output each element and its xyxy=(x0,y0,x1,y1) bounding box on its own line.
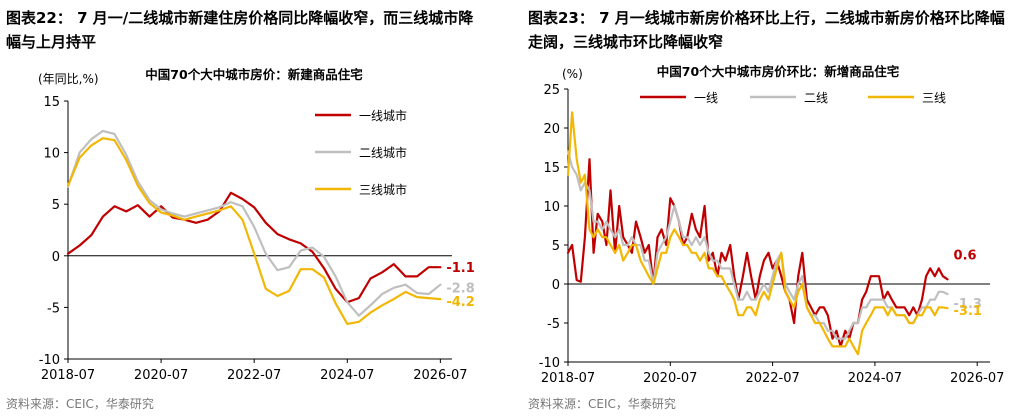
figure-title-line1: 图表22： 7 月一/二线城市新建住房价格同比降幅收窄，而三线城市降 xyxy=(6,9,474,27)
y-tick-label: 15 xyxy=(43,95,60,110)
figure-title-line2: 幅与上月持平 xyxy=(6,33,97,51)
end-value-label: -4.2 xyxy=(446,295,474,310)
end-value-label: -1.3 xyxy=(954,297,982,312)
x-tick-label: 2024-07 xyxy=(320,368,374,383)
legend-label: 一线 xyxy=(694,91,718,105)
figure-title-right: 图表23： 7 月一线城市新房价格环比上行，二线城市新房价格环比降幅 走阔，三线城… xyxy=(528,6,1005,54)
end-value-label: 0.6 xyxy=(954,248,977,263)
x-tick-label: 2018-07 xyxy=(41,368,95,383)
figure-title-line2: 走阔，三线城市环比降幅收窄 xyxy=(528,33,724,51)
series-line-2 xyxy=(566,150,949,340)
figure-title-line1: 图表23： 7 月一线城市新房价格环比上行，二线城市新房价格环比降幅 xyxy=(528,9,1005,27)
figure-left: 图表22： 7 月一/二线城市新建住房价格同比降幅收窄，而三线城市降 幅与上月持平… xyxy=(0,0,512,416)
series-line-3 xyxy=(66,137,442,325)
y-tick-label: 0 xyxy=(552,278,560,293)
x-tick-label: 2024-07 xyxy=(848,371,902,386)
end-value-label: -3.1 xyxy=(954,304,982,319)
x-tick-label: 2022-07 xyxy=(745,371,799,386)
legend-label: 一线城市 xyxy=(359,108,407,123)
chart-title: 中国70个大中城市房价环比：新增商品住宅 xyxy=(657,64,900,79)
y-axis-label: (年同比,%) xyxy=(38,72,99,86)
legend-label: 三线城市 xyxy=(359,182,407,197)
chart-right: 中国70个大中城市房价环比：新增商品住宅(%)2520151050-5-1020… xyxy=(539,64,1005,386)
x-tick-label: 2020-07 xyxy=(134,368,188,383)
legend-label: 三线 xyxy=(922,91,946,105)
x-tick-label: 2026-07 xyxy=(413,368,467,383)
figure-right: 图表23： 7 月一线城市新房价格环比上行，二线城市新房价格环比降幅 走阔，三线城… xyxy=(522,0,1031,416)
source-note-left: 资料来源：CEIC，华泰研究 xyxy=(6,397,154,411)
x-tick-label: 2020-07 xyxy=(643,371,697,386)
y-tick-label: 0 xyxy=(52,250,60,265)
y-tick-label: -5 xyxy=(47,301,60,316)
y-tick-label: 10 xyxy=(543,200,560,215)
legend-label: 二线城市 xyxy=(359,145,407,160)
figure-title-left: 图表22： 7 月一/二线城市新建住房价格同比降幅收窄，而三线城市降 幅与上月持平 xyxy=(6,6,473,54)
y-axis-label: (%) xyxy=(562,67,583,81)
chart-title: 中国70个大中城市房价：新建商品住宅 xyxy=(145,67,363,82)
y-tick-label: 20 xyxy=(543,122,560,137)
y-tick-label: -10 xyxy=(539,356,560,371)
y-tick-label: -10 xyxy=(39,353,60,368)
y-tick-label: 10 xyxy=(43,147,60,162)
y-tick-label: 5 xyxy=(552,239,560,254)
x-tick-label: 2022-07 xyxy=(227,368,281,383)
source-note-right: 资料来源：CEIC，华泰研究 xyxy=(528,397,676,411)
series-line-2 xyxy=(66,129,442,317)
y-tick-label: 15 xyxy=(543,161,560,176)
series-line-3 xyxy=(566,111,949,356)
y-tick-label: -5 xyxy=(547,317,560,332)
x-tick-label: 2026-07 xyxy=(950,371,1004,386)
legend-label: 二线 xyxy=(804,91,828,105)
y-tick-label: 25 xyxy=(543,83,560,98)
x-tick-label: 2018-07 xyxy=(541,371,595,386)
y-tick-label: 5 xyxy=(52,198,60,213)
end-value-label: -2.8 xyxy=(446,282,474,297)
series-line-1 xyxy=(566,158,949,348)
series-line-1 xyxy=(66,191,442,304)
end-value-label: -1.1 xyxy=(446,261,474,276)
chart-left: 中国70个大中城市房价：新建商品住宅 (年同比,%) 15 10 5 0 -5 -102018… xyxy=(38,67,475,383)
